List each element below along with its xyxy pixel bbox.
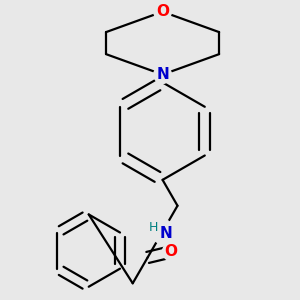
Text: H: H <box>149 221 158 234</box>
Circle shape <box>151 220 175 244</box>
Text: O: O <box>156 4 169 19</box>
Circle shape <box>154 66 171 83</box>
Circle shape <box>162 243 180 261</box>
Text: N: N <box>156 67 169 82</box>
Text: O: O <box>165 244 178 259</box>
Text: N: N <box>159 226 172 241</box>
Circle shape <box>154 3 171 20</box>
